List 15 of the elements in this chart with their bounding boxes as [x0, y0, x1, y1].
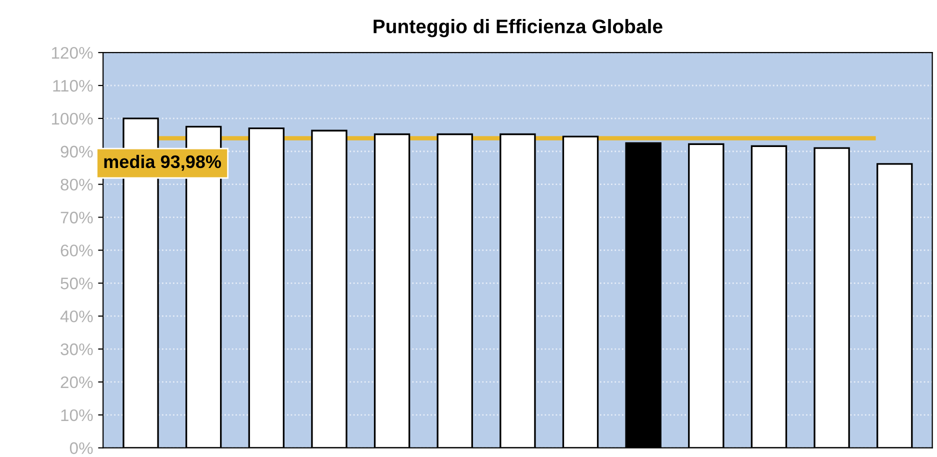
y-tick-label: 30%: [60, 343, 93, 356]
y-tick-label: 80%: [60, 178, 93, 191]
y-tick-label: 90%: [60, 146, 93, 158]
y-tick-label: 110%: [53, 80, 93, 92]
y-tick-label: 100%: [52, 112, 93, 125]
y-tick-label: 0%: [70, 442, 93, 454]
y-tick-label: 70%: [60, 212, 93, 224]
ref-line-label: media 93,98%: [104, 154, 222, 171]
y-tick-label: 10%: [61, 409, 93, 422]
y-tick-label: 20%: [60, 376, 93, 388]
chart-title: Punteggio di Efficienza Globale: [374, 19, 662, 38]
y-tick-label: 50%: [60, 278, 93, 290]
y-tick-label: 40%: [60, 310, 93, 322]
y-tick-label: 120%: [52, 46, 93, 59]
y-tick-label: 60%: [60, 244, 93, 256]
